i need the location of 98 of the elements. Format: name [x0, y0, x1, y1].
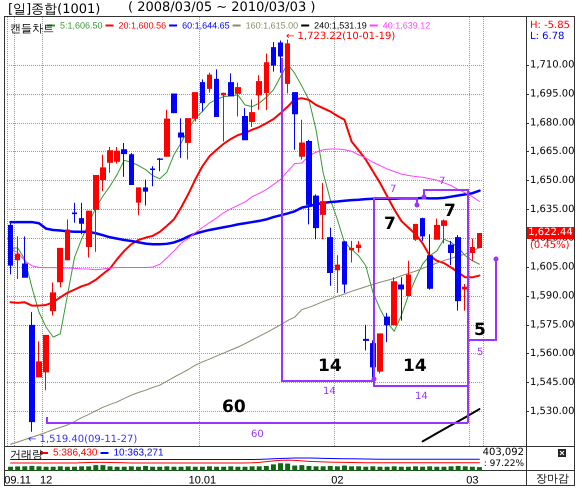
text: 장마감 — [536, 472, 569, 485]
candlestick — [150, 166, 155, 187]
candlestick — [420, 217, 425, 242]
legend-label: 10:363,271 — [113, 448, 164, 458]
annotation: 5 — [477, 347, 484, 359]
candlestick — [171, 93, 177, 114]
candlestick — [413, 223, 418, 242]
candlestick — [15, 236, 20, 280]
candlestick — [335, 254, 340, 294]
text: H: -5.85 — [530, 20, 570, 32]
candlestick — [29, 312, 35, 432]
annotation: 5 — [474, 320, 486, 340]
y-tick-label: 1,590.00 — [530, 290, 575, 302]
candlestick — [320, 182, 326, 240]
legend-label: 5:386,430 — [53, 448, 98, 458]
candlestick — [462, 284, 468, 312]
candlestick — [65, 218, 70, 261]
legend-label: 240:1,531.19 — [314, 20, 367, 30]
candlestick — [86, 210, 92, 258]
candlestick — [342, 240, 347, 294]
candlestick — [356, 240, 361, 253]
candlestick — [200, 78, 205, 112]
legend-label: 20:1,600.56 — [118, 20, 166, 30]
candlestick — [327, 227, 333, 286]
chart-subtitle: ( 2008/03/05 ~ 2010/03/03 ) — [128, 0, 316, 15]
x-tick-label: 02 — [331, 474, 344, 486]
candlestick — [406, 260, 411, 296]
legend-label: 160:1,615.00 — [246, 20, 298, 30]
candlestick — [207, 72, 212, 94]
annotation: 7 — [390, 184, 396, 196]
y-tick-label: 1,575.00 — [530, 319, 575, 330]
candlestick — [278, 40, 283, 74]
y-tick-label: 1,545.00 — [530, 377, 575, 388]
candlestick — [299, 119, 305, 160]
annotation: 14 — [318, 356, 342, 376]
candlestick — [363, 324, 369, 351]
line-series — [10, 148, 480, 270]
candlestick — [136, 186, 141, 216]
candlestick — [129, 152, 134, 186]
line-series — [422, 408, 480, 442]
annotation: 14 — [415, 391, 428, 403]
candlestick — [256, 74, 262, 110]
y-tick-label: 1,650.00 — [530, 175, 575, 186]
text: : 97.22% — [484, 459, 524, 470]
x-tick-label: 12 — [40, 474, 52, 486]
annotation: 7 — [384, 214, 396, 234]
legend-title: 거래량 — [10, 447, 43, 462]
candlestick — [235, 82, 241, 117]
y-tick-label: 1,695.00 — [530, 88, 575, 100]
candlestick — [79, 202, 84, 235]
text: L: 6.78 — [530, 31, 564, 43]
candlestick — [427, 234, 433, 290]
candlestick — [249, 98, 255, 128]
candlestick — [121, 142, 127, 178]
annotation: 7 — [444, 201, 456, 221]
candlestick — [377, 332, 383, 374]
y-tick-label: 1,635.00 — [530, 204, 575, 215]
candlestick — [228, 72, 234, 97]
candlestick — [470, 238, 475, 262]
y-tick-label: 1,605.00 — [530, 262, 575, 273]
candlestick — [285, 39, 290, 94]
y-tick-label: 1,680.00 — [530, 117, 575, 128]
annotation: 60 — [251, 429, 264, 441]
candlestick — [157, 158, 163, 172]
candlestick — [57, 248, 63, 288]
candlestick — [398, 276, 404, 322]
candlestick — [214, 68, 219, 118]
candlestick — [264, 53, 269, 110]
y-tick-label: 1,530.00 — [530, 406, 575, 417]
candlestick — [143, 179, 148, 206]
chart-title: [일]종합(1001) — [8, 1, 100, 18]
y-tick-label: 1,560.00 — [530, 348, 575, 360]
y-tick-label: 1,710.00 — [530, 60, 575, 71]
candlestick — [477, 233, 482, 248]
candlestick — [384, 312, 390, 343]
annotation: 14 — [323, 386, 336, 398]
legend-title: 캔들차트 — [10, 21, 54, 36]
candlestick — [391, 276, 397, 326]
annotation: ← 1,519.40(09-11-27) — [28, 434, 138, 446]
candlestick — [22, 236, 28, 278]
legend-label: 60:1,644.65 — [182, 20, 230, 30]
x-tick-label: 10.01 — [188, 474, 216, 486]
candlestick — [292, 92, 298, 150]
legend-label: 40:1,639.12 — [382, 20, 430, 30]
candlestick — [242, 108, 248, 141]
annotation: ← 1,723.22(10-01-19) — [286, 31, 396, 43]
annotation: 60 — [222, 397, 246, 417]
x-tick-label: 03 — [466, 474, 478, 486]
candlestick — [178, 118, 184, 159]
legend-label: 5:1,606.50 — [60, 20, 103, 30]
candlestick — [164, 109, 170, 158]
candlestick — [271, 42, 276, 72]
candlestick — [349, 240, 354, 263]
text: 1,622.44 — [527, 227, 574, 239]
candlestick — [72, 202, 77, 224]
annotation: 14 — [403, 356, 427, 376]
y-tick-label: 1,665.00 — [530, 146, 575, 158]
annotation: 403,092 — [482, 447, 524, 459]
